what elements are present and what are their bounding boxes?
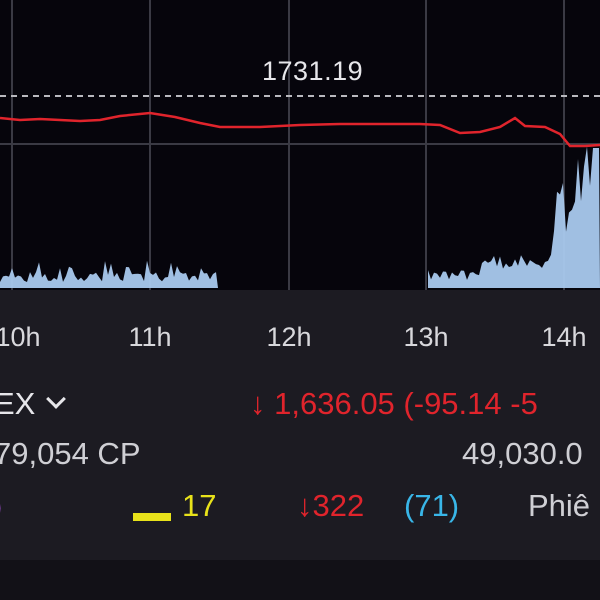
decliners-group: ↓322: [297, 488, 364, 524]
index-selector[interactable]: EX: [0, 386, 67, 422]
bottom-band: [0, 560, 600, 600]
down-arrow-icon: ↓: [297, 488, 313, 523]
time-tick-14h: 14h: [541, 322, 587, 352]
unchanged-icon: [133, 513, 171, 521]
down-arrow-icon: ↓: [250, 386, 266, 421]
index-price-change: ↓ 1,636.05 (-95.14 -5: [250, 386, 538, 422]
index-price: 1,636.05: [274, 386, 395, 421]
time-tick-11h: 11h: [128, 322, 172, 352]
traded-value: 49,030.0: [462, 436, 583, 471]
volume-area-afternoon: [428, 146, 600, 288]
chart-canvas: [0, 0, 600, 290]
floor-count: (71): [404, 488, 460, 523]
index-name: EX: [0, 386, 36, 421]
session-label: Phiê: [528, 488, 591, 523]
time-tick-10h: 10h: [0, 322, 41, 352]
unchanged-count: 17: [182, 488, 217, 523]
price-line: [0, 111, 600, 148]
index-summary-panel: EX ↓ 1,636.05 (-95.14 -5 79,054 CP 49,03…: [0, 360, 600, 560]
decliners-count: 322: [312, 488, 365, 523]
time-axis: 10h 11h 12h 13h 14h: [0, 290, 600, 360]
time-tick-12h: 12h: [266, 322, 312, 352]
traded-volume: 79,054 CP: [0, 436, 141, 471]
ceiling-count-partial: ): [0, 488, 2, 524]
index-change: (-95.14 -5: [403, 386, 538, 421]
intraday-chart[interactable]: 1731.19: [0, 0, 600, 290]
time-tick-13h: 13h: [403, 322, 449, 352]
chevron-down-icon: [46, 389, 67, 409]
reference-value-label: 1731.19: [262, 56, 364, 86]
volume-area-morning: [0, 260, 218, 288]
